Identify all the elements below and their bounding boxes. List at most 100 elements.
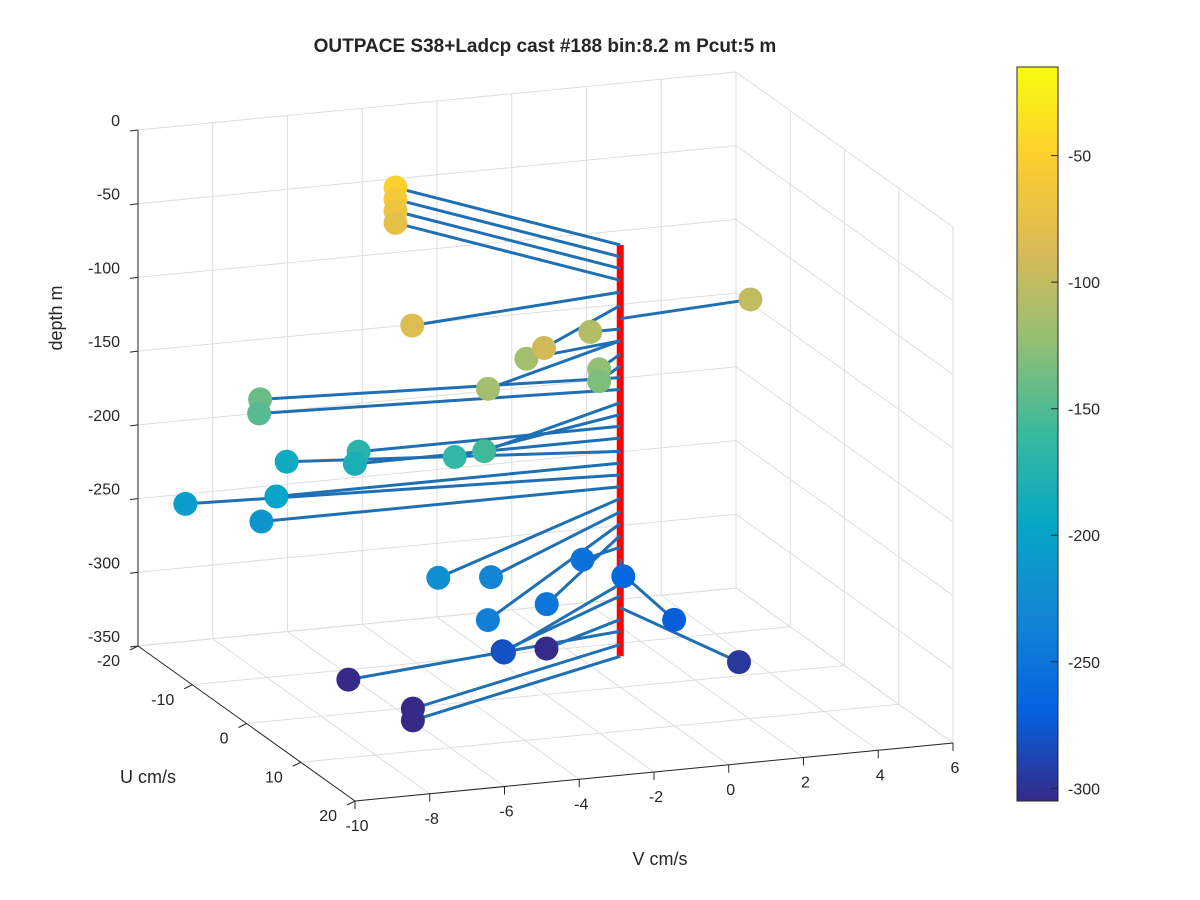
grid-line [137,440,737,500]
x-tick-label: 2 [801,775,810,792]
y-tick-label: -20 [97,653,120,670]
z-tick-label: 0 [111,113,120,130]
x-tick-label: -10 [345,818,368,835]
velocity-line [490,510,621,579]
data-point [426,565,451,590]
y-tick-label: 20 [319,808,337,825]
colorbar-tick-label: -50 [1068,149,1091,166]
velocity-line [545,618,621,650]
z-tick-label: -100 [88,260,120,277]
y-tick-mark [346,800,356,806]
colorbar: -50 -100 -150 -200 -250 -300 [1016,66,1100,802]
axis-box [129,129,954,809]
velocity-line [395,221,621,282]
data-point [472,439,497,464]
grid-line [246,665,845,724]
velocity-line [185,473,621,506]
grid-line [735,587,954,744]
z-tick-mark [129,571,139,574]
z-tick-label: -300 [88,555,120,572]
colorbar-tick-label: -150 [1068,402,1100,419]
data-point [400,708,425,733]
grid-line [735,292,954,449]
data-point [173,491,198,516]
data-point [611,564,636,589]
grid-line [137,218,737,278]
grid-line [735,71,954,228]
data-point [491,640,516,665]
velocity-line [260,376,621,401]
data-points [173,175,763,733]
colorbar-tick-label: -100 [1068,275,1100,292]
z-tick-mark [129,350,139,353]
data-point [342,451,367,476]
x-tick-label: -8 [425,811,439,828]
chart-title: OUTPACE S38+Ladcp cast #188 bin:8.2 m Pc… [314,36,777,57]
grid [137,71,954,802]
velocity-line [619,606,740,664]
data-point [534,592,559,617]
x-tick-label: -6 [499,804,513,821]
data-point [662,607,687,632]
data-point [532,336,557,361]
velocity-line [276,461,621,499]
y-tick-mark [184,684,193,690]
x-tick-label: 4 [876,767,885,784]
x-axis-label: V cm/s [632,849,687,869]
data-point [383,210,408,235]
grid-line [137,366,737,426]
data-point [570,547,595,572]
grid-line [137,513,737,573]
velocity-line [395,197,621,259]
velocity-line [395,186,621,247]
velocity-line [395,209,621,271]
velocity-line [261,485,621,524]
velocity-line [259,387,621,415]
velocity-line [437,497,621,580]
y-tick-mark [238,723,247,728]
x-tick-label: -2 [649,789,663,806]
z-tick-label: -50 [97,187,120,204]
data-point [475,608,500,633]
data-point [442,444,467,469]
velocity-line [620,297,751,321]
data-point [400,313,425,338]
grid-line [735,366,954,523]
data-point [727,650,751,675]
velocity-line [348,629,621,682]
data-point [249,509,274,534]
z-tick-mark [129,129,139,132]
data-point [534,636,559,661]
grid-line [735,145,954,302]
velocity-line [412,290,621,327]
data-point [274,449,299,474]
z-tick-label: -250 [88,482,120,499]
colorbar-rect [1016,66,1059,802]
z-tick-mark [129,498,139,501]
data-point [738,287,763,312]
colorbar-tick-label: -300 [1068,781,1100,798]
z-tick-label: -200 [88,408,120,425]
z-tick-mark [129,203,139,206]
grid-line [192,626,791,686]
y-tick-label: -10 [151,692,174,709]
x-tick-label: 6 [951,760,960,777]
tick-labels: -10 -8 -6 -4 -2 0 2 4 6-20-10010200-50-100-150-2… [88,113,960,835]
z-tick-mark [129,276,139,279]
velocity-line [486,522,622,622]
y-tick-label: 0 [220,731,229,748]
colorbar-tick-label: -250 [1068,655,1100,672]
velocity-line [358,424,621,454]
y-axis-label: U cm/s [120,767,176,787]
data-point [247,401,272,426]
grid-line [137,71,737,131]
z-tick-label: -350 [88,629,120,646]
velocity-lines [185,186,751,722]
data-point [264,484,289,509]
z-tick-label: -150 [88,334,120,351]
grid-line [300,703,899,763]
grid-line [735,440,954,596]
data-point [514,346,539,371]
grid-line [137,145,737,205]
y-tick-mark [292,761,301,767]
